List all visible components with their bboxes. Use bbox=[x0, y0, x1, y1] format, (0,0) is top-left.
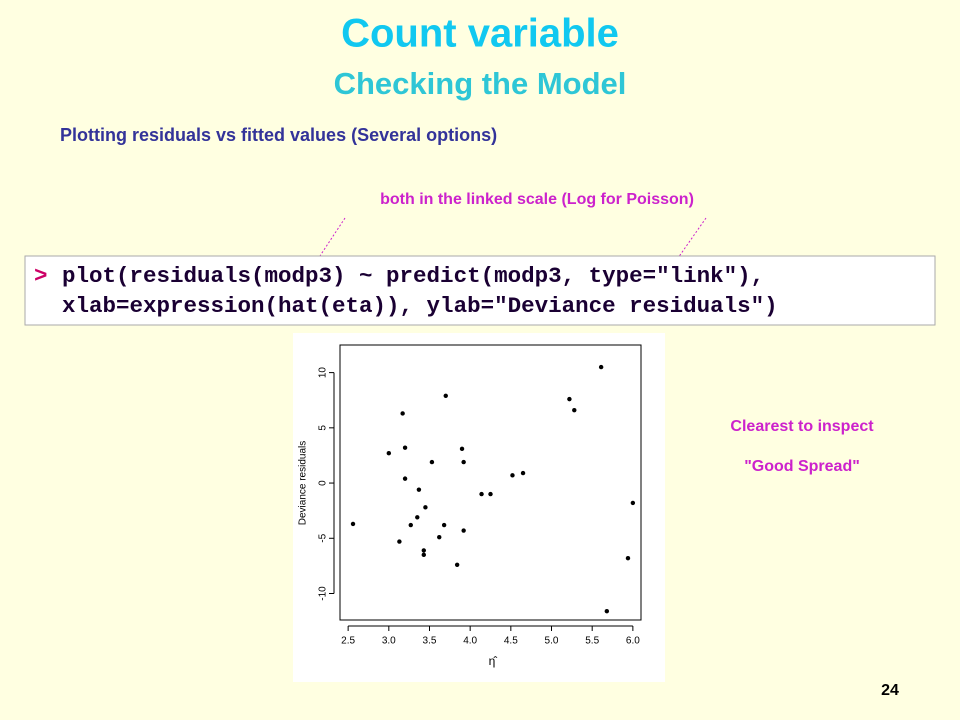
point bbox=[421, 552, 426, 558]
point bbox=[402, 445, 408, 450]
point bbox=[572, 407, 577, 413]
point bbox=[520, 470, 526, 476]
x-tick-label: 5.5 bbox=[585, 636, 599, 647]
annotation: both in the linked scale (Log for Poisso… bbox=[380, 191, 694, 208]
point bbox=[429, 459, 435, 465]
point bbox=[421, 548, 426, 553]
y-tick-label: 5 bbox=[318, 425, 329, 431]
y-tick-label: 0 bbox=[318, 480, 329, 486]
x-tick-label: 6.0 bbox=[626, 636, 640, 647]
note: Clearest to inspect bbox=[730, 418, 874, 435]
point bbox=[443, 393, 448, 399]
plot-frame bbox=[339, 344, 642, 621]
point bbox=[350, 521, 356, 527]
subtitle: Checking the Model bbox=[334, 66, 627, 101]
point bbox=[510, 473, 515, 478]
code-line: xlab=expression(hat(eta)), ylab="Devianc… bbox=[62, 293, 778, 319]
heading: Plotting residuals vs fitted values (Sev… bbox=[60, 125, 497, 145]
point bbox=[386, 451, 392, 456]
title: Count variable bbox=[341, 12, 619, 56]
point bbox=[423, 505, 428, 510]
x-tick-label: 3.0 bbox=[382, 636, 396, 647]
y-tick-label: 10 bbox=[318, 367, 329, 379]
point bbox=[408, 522, 413, 528]
point bbox=[415, 515, 420, 520]
code-prompt: > bbox=[34, 263, 48, 289]
code-line: plot(residuals(modp3) ~ predict(modp3, t… bbox=[62, 263, 764, 289]
point bbox=[479, 491, 484, 497]
point bbox=[397, 539, 402, 544]
x-tick-label: 2.5 bbox=[341, 636, 355, 647]
x-tick-label: 3.5 bbox=[423, 636, 437, 647]
point bbox=[402, 476, 408, 481]
point bbox=[461, 528, 466, 533]
point bbox=[630, 500, 636, 506]
x-tick-label: 5.0 bbox=[545, 636, 559, 647]
point bbox=[604, 608, 610, 614]
y-tick-label: -5 bbox=[318, 533, 329, 542]
point bbox=[400, 411, 405, 416]
point bbox=[454, 562, 460, 567]
point bbox=[598, 364, 604, 370]
point bbox=[459, 446, 465, 452]
point bbox=[441, 522, 447, 528]
page-number: 24 bbox=[881, 682, 899, 699]
point bbox=[416, 487, 422, 492]
y-tick-label: -10 bbox=[318, 586, 329, 601]
note: "Good Spread" bbox=[744, 458, 860, 475]
plot-background bbox=[293, 333, 665, 682]
x-axis-label: η̂ bbox=[489, 654, 498, 668]
point bbox=[437, 534, 442, 540]
x-tick-label: 4.5 bbox=[504, 636, 518, 647]
y-axis-label: Deviance residuals bbox=[298, 441, 309, 526]
point bbox=[625, 555, 631, 561]
point bbox=[488, 491, 493, 497]
point bbox=[461, 459, 466, 465]
x-tick-label: 4.0 bbox=[463, 636, 477, 647]
code-box bbox=[24, 255, 936, 326]
point bbox=[567, 396, 572, 402]
